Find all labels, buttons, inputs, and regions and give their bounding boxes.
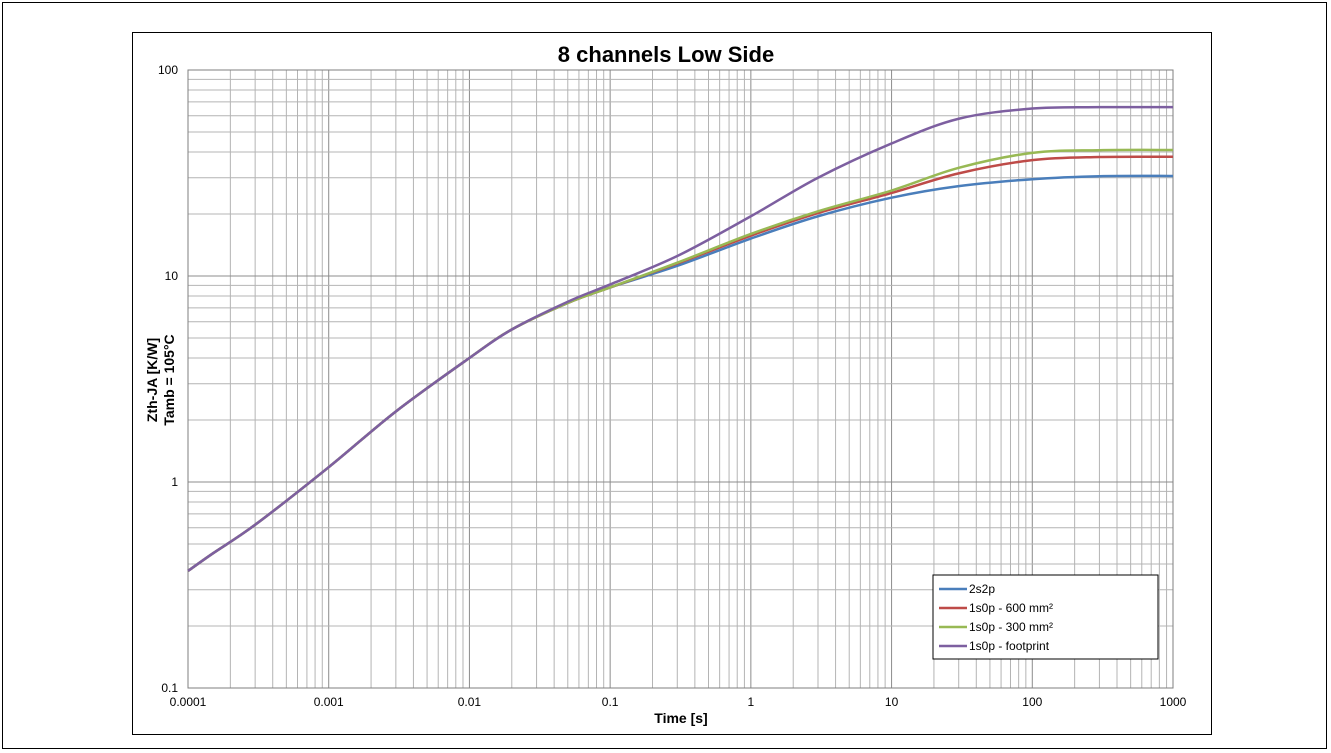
x-tick-labels: 0.0001 0.001 0.01 0.1 1 10 100 1000	[170, 695, 1187, 709]
x-tick-label: 1000	[1160, 695, 1187, 709]
x-tick-label: 0.1	[602, 695, 619, 709]
y-tick-label: 0.1	[161, 681, 178, 695]
legend-label: 1s0p - 300 mm²	[969, 620, 1053, 634]
legend-box	[932, 574, 1159, 660]
y-axis-title-line2: Tamb = 105°C	[161, 334, 177, 425]
y-tick-labels: 0.1 1 10 100	[158, 63, 178, 695]
x-axis-title: Time [s]	[654, 710, 707, 726]
series-line-4	[187, 105, 1174, 572]
plot-area-border	[187, 69, 1174, 689]
x-tick-label: 0.01	[458, 695, 482, 709]
series-line-3	[187, 148, 1174, 572]
x-tick-label: 100	[1022, 695, 1042, 709]
chart-title: 8 channels Low Side	[558, 42, 774, 67]
legend: 2s2p 1s0p - 600 mm² 1s0p - 300 mm² 1s0p - f…	[932, 574, 1159, 660]
legend-label: 1s0p - footprint	[969, 639, 1050, 653]
y-tick-label: 1	[171, 475, 178, 489]
legend-label: 1s0p - 600 mm²	[969, 601, 1053, 615]
chart-area-border	[132, 32, 1212, 735]
y-tick-label: 10	[165, 269, 179, 283]
grid	[187, 70, 1173, 689]
series-lines	[187, 105, 1174, 572]
y-tick-label: 100	[158, 63, 178, 77]
legend-label: 2s2p	[969, 582, 995, 596]
x-tick-label: 0.001	[314, 695, 344, 709]
y-axis-title: Zth-JA [K/W] Tamb = 105°C	[144, 334, 177, 425]
series-line-1	[187, 174, 1174, 572]
x-tick-label: 10	[885, 695, 899, 709]
x-tick-label: 0.0001	[170, 695, 207, 709]
x-tick-label: 1	[748, 695, 755, 709]
series-line-2	[187, 155, 1174, 572]
y-axis-title-line1: Zth-JA [K/W]	[144, 338, 160, 422]
